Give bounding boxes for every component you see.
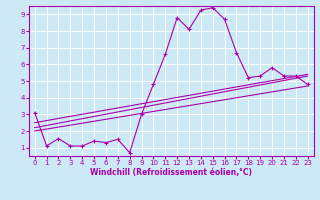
X-axis label: Windchill (Refroidissement éolien,°C): Windchill (Refroidissement éolien,°C) <box>90 168 252 177</box>
